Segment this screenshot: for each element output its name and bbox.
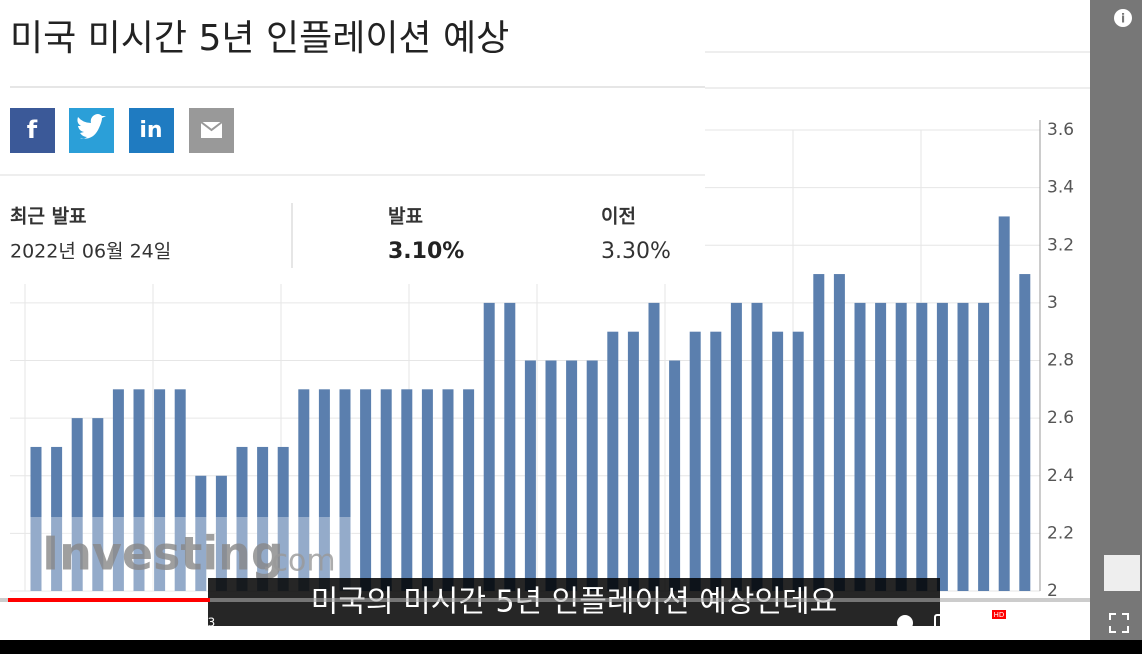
email-glyph	[200, 121, 223, 132]
bar	[586, 360, 598, 591]
bar	[92, 418, 104, 591]
bar	[215, 475, 227, 591]
y-tick-label: 2.8	[1047, 351, 1074, 371]
bar	[545, 360, 557, 591]
bar	[277, 446, 289, 591]
bar	[710, 331, 722, 591]
bar	[154, 389, 166, 591]
bar	[875, 302, 887, 591]
hd-badge	[992, 610, 1006, 619]
bar	[627, 331, 639, 591]
bar	[689, 331, 701, 591]
y-tick-label: 2.2	[1047, 523, 1074, 543]
bar	[133, 389, 145, 591]
bar	[524, 360, 536, 591]
previous-value: 3.30%	[601, 239, 671, 264]
actual-label: 발표	[388, 206, 423, 228]
bar	[442, 389, 454, 591]
bar	[978, 302, 990, 591]
miniplayer-button[interactable]	[1021, 614, 1043, 632]
hd-label: HD	[994, 611, 1005, 619]
linkedin-glyph: in	[139, 118, 162, 143]
bar	[174, 389, 186, 591]
bar	[112, 389, 124, 591]
bar	[1019, 274, 1031, 591]
y-tick-label: 2.4	[1047, 466, 1074, 486]
y-tick-label: 2	[1047, 581, 1058, 601]
bar	[318, 389, 330, 591]
chart: 2 2.2 2.4 2.6 2.8 3 3.2 3.4 3.6	[10, 120, 1074, 601]
bar	[854, 302, 866, 591]
release-date: 2022년 06월 24일	[10, 241, 171, 263]
bar	[730, 302, 742, 591]
y-tick-label: 2.6	[1047, 408, 1074, 428]
theater-button[interactable]	[1063, 615, 1087, 631]
bar	[792, 331, 804, 591]
info-glyph: i	[1121, 12, 1125, 26]
bar	[833, 274, 845, 591]
progress-track[interactable]	[0, 598, 1090, 602]
info-panel	[0, 0, 705, 284]
y-tick-label: 3.4	[1047, 178, 1074, 198]
bar	[916, 302, 928, 591]
bar	[236, 446, 248, 591]
bar	[380, 389, 392, 591]
bar	[648, 302, 660, 591]
bar	[339, 389, 351, 591]
next-button[interactable]	[63, 616, 78, 630]
autoplay-toggle[interactable]	[897, 615, 913, 631]
bar	[195, 475, 207, 591]
bar	[360, 389, 372, 591]
channel-badge[interactable]	[1104, 555, 1140, 591]
y-tick-label: 3.2	[1047, 235, 1074, 255]
bar	[751, 302, 763, 591]
captions-button[interactable]	[934, 614, 956, 632]
bar	[401, 389, 413, 591]
side-strip	[1090, 0, 1142, 640]
bar	[998, 216, 1010, 591]
bar	[607, 331, 619, 591]
linkedin-button[interactable]	[129, 108, 174, 153]
watermark-suffix: .com	[262, 544, 336, 579]
y-tick-label: 3	[1047, 293, 1058, 313]
actual-value: 3.10%	[388, 239, 464, 264]
bar	[421, 389, 433, 591]
bar	[463, 389, 475, 591]
play-button[interactable]	[23, 615, 37, 631]
bar	[566, 360, 578, 591]
bar	[957, 302, 969, 591]
progress-played	[8, 598, 210, 602]
twitter-glyph	[77, 114, 106, 139]
bar	[71, 418, 83, 591]
bar	[936, 302, 948, 591]
bar	[669, 360, 681, 591]
facebook-glyph: f	[27, 116, 38, 144]
previous-label: 이전	[601, 206, 636, 228]
bar	[483, 302, 495, 591]
volume-button[interactable]	[105, 614, 116, 632]
bar	[895, 302, 907, 591]
latest-label: 최근 발표	[10, 206, 87, 228]
watermark-brand: Investing	[42, 527, 284, 581]
y-tick-label: 3.6	[1047, 120, 1074, 140]
bar	[772, 331, 784, 591]
time-display: 1:55 / 10:43	[142, 616, 215, 630]
bar	[298, 389, 310, 591]
page-title: 미국 미시간 5년 인플레이션 예상	[10, 18, 509, 59]
bar	[51, 446, 63, 591]
facebook-button[interactable]	[10, 108, 55, 153]
fullscreen-button[interactable]	[1109, 613, 1129, 633]
bar	[813, 274, 825, 591]
bar	[504, 302, 516, 591]
info-icon[interactable]	[1114, 9, 1132, 27]
bar	[257, 446, 269, 591]
bar	[30, 446, 42, 591]
